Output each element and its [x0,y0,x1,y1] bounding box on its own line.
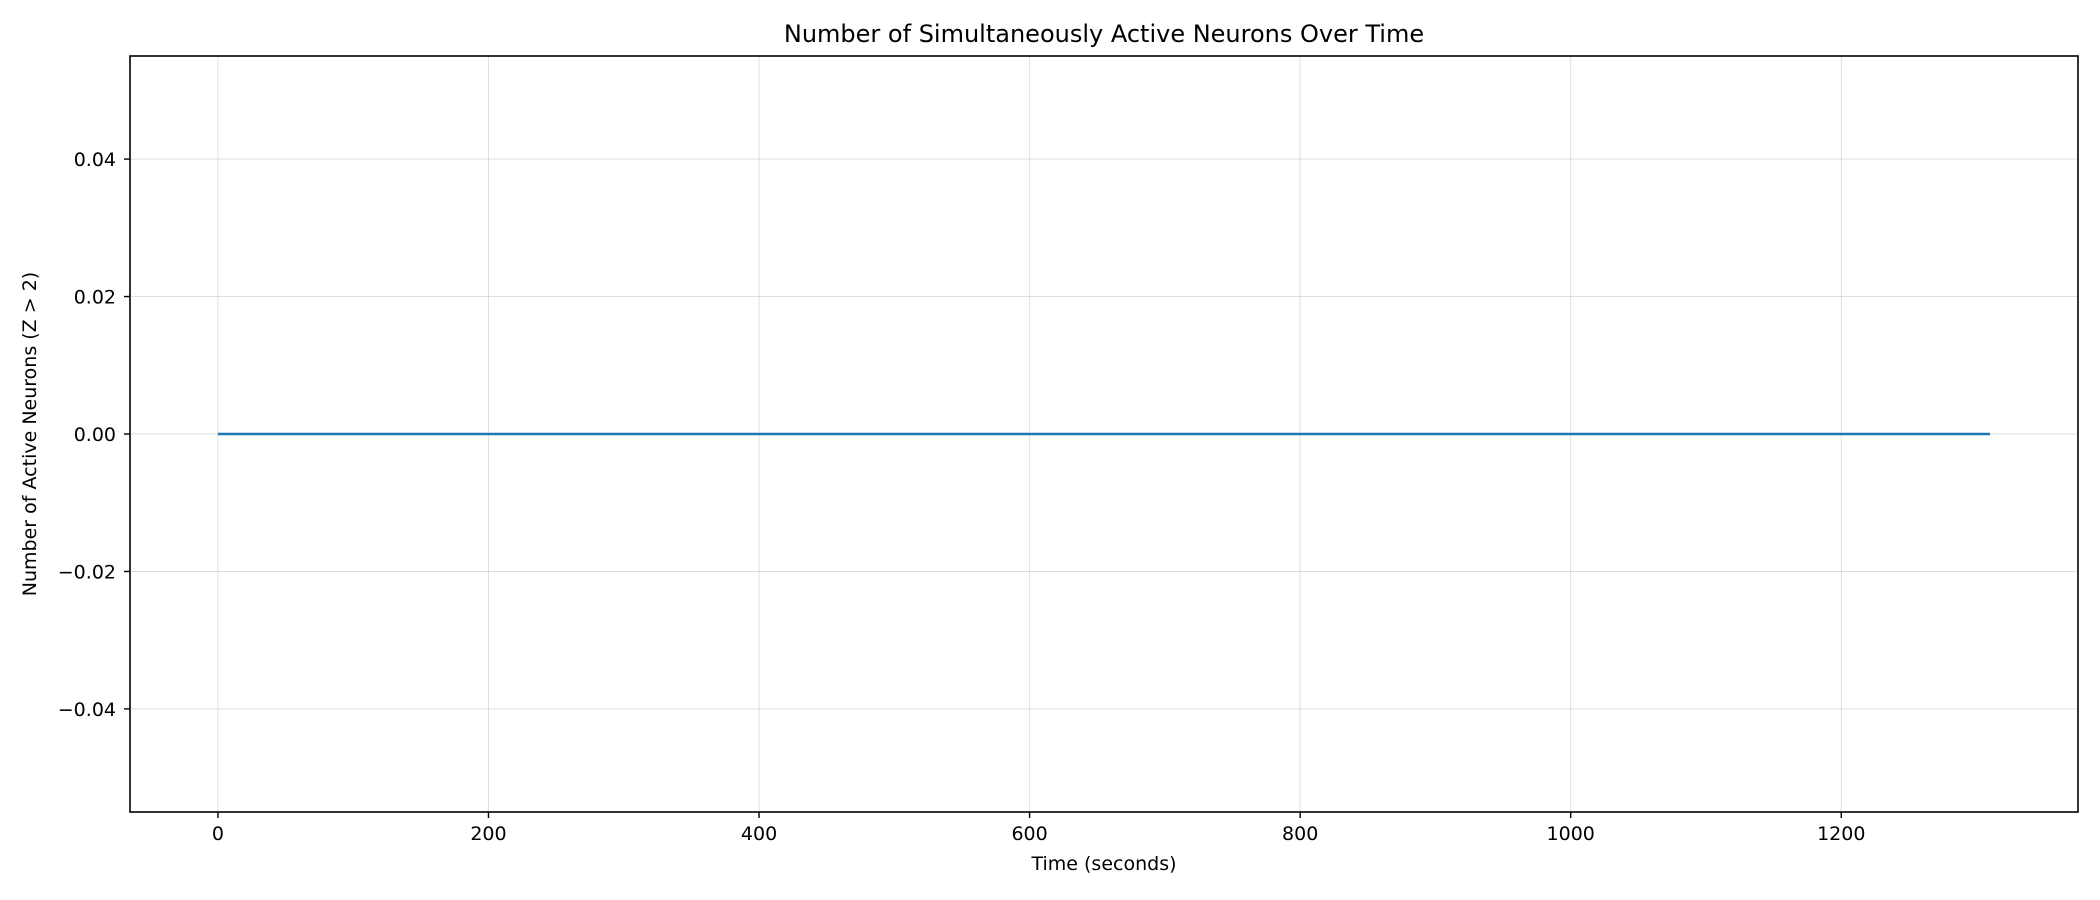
x-tick-label: 400 [741,823,777,845]
y-tick-label: −0.04 [58,699,116,721]
y-tick-label: −0.02 [58,561,116,583]
x-tick-label: 600 [1011,823,1047,845]
y-tick-label: 0.02 [74,287,116,309]
y-tick-label: 0.04 [74,149,116,171]
x-axis-label: Time (seconds) [1030,853,1176,875]
x-tick-label: 800 [1282,823,1318,845]
chart-title: Number of Simultaneously Active Neurons … [784,20,1424,48]
y-tick-label: 0.00 [74,424,116,446]
y-axis-label: Number of Active Neurons (Z > 2) [19,272,41,596]
x-tick-label: 0 [212,823,224,845]
x-tick-label: 1200 [1817,823,1865,845]
ticks: 0 200 400 600 800 1000 1200 −0.04 −0.02 0.00 0.02 0… [58,149,1866,845]
x-tick-label: 200 [470,823,506,845]
x-tick-label: 1000 [1547,823,1595,845]
